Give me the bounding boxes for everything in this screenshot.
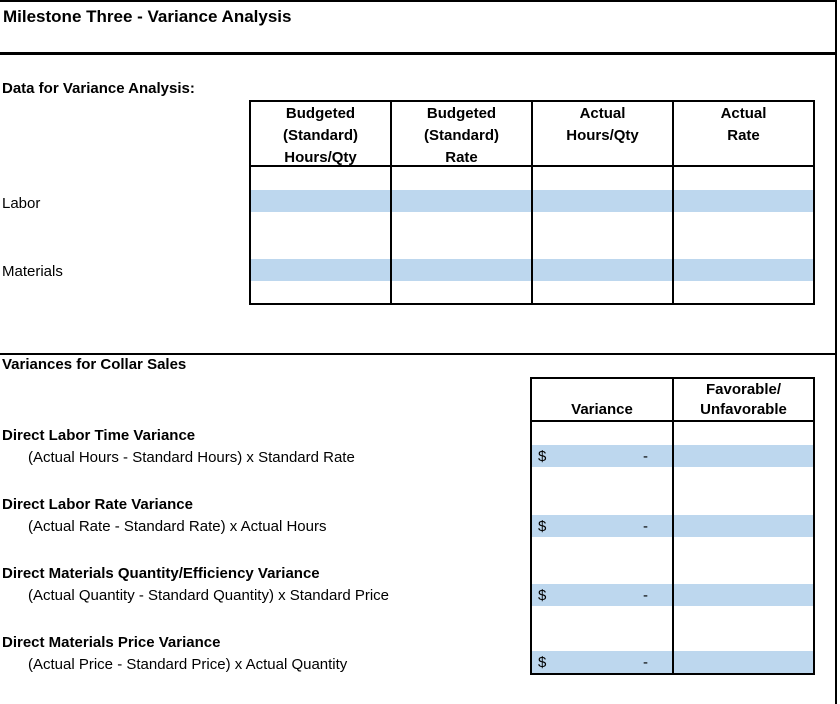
- header-line: Actual: [579, 105, 626, 122]
- data-table-column-actual-rate: Actual Rate: [672, 102, 813, 303]
- header-line: Variance: [571, 401, 633, 418]
- header-line: Favorable/: [705, 381, 782, 398]
- favorable-column-header: Favorable/ Unfavorable: [674, 379, 813, 422]
- favorable-column: Favorable/ Unfavorable: [672, 379, 813, 673]
- favorable-input-cell-materials-price[interactable]: [674, 651, 813, 673]
- row-label-materials: Materials: [2, 263, 63, 280]
- favorable-input-cell-labor-time[interactable]: [674, 445, 813, 467]
- favorable-input-cell-materials-quantity[interactable]: [674, 584, 813, 606]
- header-line: Rate: [445, 149, 478, 166]
- header-line: (Standard): [424, 127, 499, 144]
- variance-value-cell-labor-rate[interactable]: $ -: [532, 515, 672, 537]
- currency-symbol: $: [538, 586, 547, 604]
- header-line: Budgeted: [285, 105, 356, 122]
- variance-column-header: Variance: [532, 379, 672, 422]
- variance-column-body: $ - $ - $ - $ -: [532, 422, 672, 673]
- header-line: Actual: [720, 105, 767, 122]
- variance-value-cell-materials-quantity[interactable]: $ -: [532, 584, 672, 606]
- variance-value-cell-materials-price[interactable]: $ -: [532, 651, 672, 673]
- favorable-column-body: [674, 422, 813, 673]
- input-cell-labor-actual-rate[interactable]: [674, 190, 813, 212]
- data-table: Budgeted (Standard) Hours/Qty Budgeted (…: [249, 100, 815, 305]
- column-body: [674, 167, 813, 303]
- variance-value-cell-labor-time[interactable]: $ -: [532, 445, 672, 467]
- section-divider-line: [0, 353, 837, 355]
- input-cell-labor-budgeted-hours[interactable]: [251, 190, 390, 212]
- page-title: Milestone Three - Variance Analysis: [3, 7, 292, 26]
- favorable-input-cell-labor-rate[interactable]: [674, 515, 813, 537]
- currency-symbol: $: [538, 517, 547, 535]
- header-line: Hours/Qty: [284, 149, 357, 166]
- row-label-labor: Labor: [2, 195, 41, 212]
- variance-item-name-labor-time: Direct Labor Time Variance: [2, 427, 196, 444]
- currency-symbol: $: [538, 653, 547, 671]
- variance-section-heading: Variances for Collar Sales: [2, 356, 187, 373]
- column-body: [251, 167, 390, 303]
- input-cell-labor-actual-hours[interactable]: [533, 190, 672, 212]
- variance-item-formula-materials-price: (Actual Price - Standard Price) x Actual…: [28, 656, 348, 673]
- amount-value: -: [643, 447, 648, 465]
- header-line: Hours/Qty: [566, 127, 639, 144]
- input-cell-materials-actual-qty[interactable]: [533, 259, 672, 281]
- variance-item-name-materials-price: Direct Materials Price Variance: [2, 634, 221, 651]
- data-table-column-budgeted-rate: Budgeted (Standard) Rate: [390, 102, 531, 303]
- variance-item-formula-labor-rate: (Actual Rate - Standard Rate) x Actual H…: [28, 518, 327, 535]
- variance-item-formula-materials-quantity: (Actual Quantity - Standard Quantity) x …: [28, 587, 390, 604]
- input-cell-labor-budgeted-rate[interactable]: [392, 190, 531, 212]
- input-cell-materials-budgeted-qty[interactable]: [251, 259, 390, 281]
- variance-table: Variance $ - $ - $ - $ -: [530, 377, 815, 675]
- data-section-heading: Data for Variance Analysis:: [2, 80, 195, 97]
- input-cell-materials-budgeted-rate[interactable]: [392, 259, 531, 281]
- input-cell-materials-actual-rate[interactable]: [674, 259, 813, 281]
- data-table-column-actual-hours: Actual Hours/Qty: [531, 102, 672, 303]
- right-border-line: [835, 0, 837, 704]
- column-header-actual-hours: Actual Hours/Qty: [533, 102, 672, 167]
- title-underline: [0, 52, 837, 55]
- variance-item-formula-labor-time: (Actual Hours - Standard Hours) x Standa…: [28, 449, 355, 466]
- column-body: [533, 167, 672, 303]
- header-line: Budgeted: [426, 105, 497, 122]
- column-header-budgeted-rate: Budgeted (Standard) Rate: [392, 102, 531, 167]
- variance-column: Variance $ - $ - $ - $ -: [532, 379, 672, 673]
- variance-item-name-labor-rate: Direct Labor Rate Variance: [2, 496, 193, 513]
- amount-value: -: [643, 517, 648, 535]
- variance-item-name-materials-quantity: Direct Materials Quantity/Efficiency Var…: [2, 565, 320, 582]
- currency-symbol: $: [538, 447, 547, 465]
- column-header-actual-rate: Actual Rate: [674, 102, 813, 167]
- header-line: (Standard): [283, 127, 358, 144]
- header-line: Unfavorable: [700, 401, 787, 418]
- data-table-column-budgeted-hours: Budgeted (Standard) Hours/Qty: [251, 102, 390, 303]
- amount-value: -: [643, 653, 648, 671]
- column-body: [392, 167, 531, 303]
- amount-value: -: [643, 586, 648, 604]
- top-border-line: [0, 0, 837, 2]
- header-line: Rate: [727, 127, 760, 144]
- column-header-budgeted-hours: Budgeted (Standard) Hours/Qty: [251, 102, 390, 167]
